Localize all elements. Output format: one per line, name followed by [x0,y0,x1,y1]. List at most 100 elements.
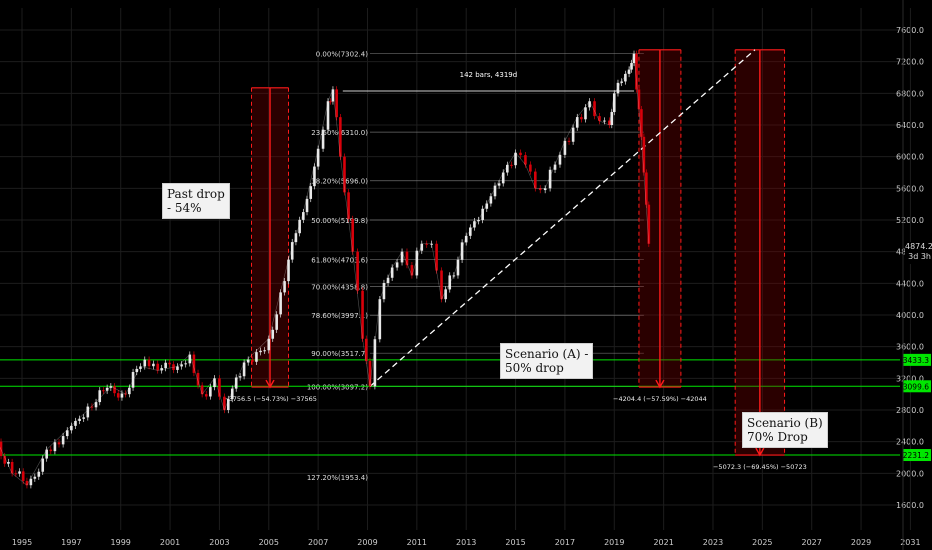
price-candle [98,390,102,403]
price-candle [567,140,571,142]
fib-level-label: 78.60%(3997.1) [311,312,368,320]
price-candle [489,196,493,204]
price-candle [533,171,537,189]
support-level-value: 3433.3 [903,356,929,365]
price-candle [452,275,456,277]
support-level-value: 3099.6 [903,382,929,391]
price-candle [571,127,575,142]
price-candle [21,471,25,481]
price-candle [192,354,196,373]
measure-label: 142 bars, 4319d [460,71,518,79]
price-candle [294,233,298,243]
price-candle [608,120,611,125]
price-candle [10,461,14,474]
price-candle [514,152,517,166]
x-tick-label: 2013 [456,538,476,547]
fib-level-label: 0.00%(7302.4) [316,51,368,59]
price-candle [259,350,262,353]
price-candle [524,155,527,165]
x-tick-label: 2019 [604,538,624,547]
price-candle [168,362,171,365]
price-candle [263,350,266,352]
drop-measure-label: −3756.5 (−54.73%) −37565 [223,395,317,403]
price-candle [632,53,636,63]
price-candle [65,430,69,437]
price-candle [200,385,204,395]
price-candle [105,387,109,391]
price-candle [347,192,350,219]
price-candle [313,166,316,187]
price-candle [283,281,286,293]
price-candle [435,243,438,271]
price-candle [298,219,301,234]
price-candle [196,372,200,386]
scenario-b-line-2: 70% Drop [747,430,808,444]
scenario-b-line-1: Scenario (B) [747,416,823,430]
price-candle [41,458,45,472]
trend-line [369,49,756,387]
x-tick-label: 2029 [851,538,871,547]
price-candle [49,449,53,452]
price-candle [382,283,386,300]
price-candle [575,117,579,128]
price-candle [18,471,21,474]
price-candle [74,420,77,426]
price-candle [251,359,254,362]
price-candle [343,156,346,193]
price-candle [156,363,160,371]
price-candle [94,402,98,408]
price-candle [390,267,394,278]
price-candle [116,393,120,398]
price-candle [147,359,151,367]
x-tick-label: 1997 [61,538,81,547]
price-candle [456,259,460,276]
price-candle [61,436,65,445]
price-candle [316,148,320,167]
scenario-a-line-2: 50% drop [505,361,564,375]
price-candle [109,386,113,388]
price-candle [584,107,587,120]
price-candle [386,277,390,284]
price-candle [464,235,468,243]
price-candle [275,314,278,330]
x-tick-label: 2021 [653,538,673,547]
price-candle [227,399,230,410]
price-candle [395,262,399,268]
price-candle [448,275,452,290]
price-candle [425,243,429,245]
price-candle [519,152,522,156]
price-candle [529,164,532,172]
price-candle [152,363,155,367]
price-candle [329,101,332,103]
price-candle [290,242,294,260]
x-tick-label: 2031 [900,538,920,547]
price-candle [598,116,601,122]
price-candle [255,352,258,362]
price-candle [82,417,85,419]
price-candle [610,112,614,125]
price-candle [184,363,187,365]
x-tick-label: 2003 [209,538,229,547]
price-candle [400,251,404,263]
price-candle [102,390,105,392]
price-candle [405,251,409,266]
price-candle [267,338,271,351]
price-candle [364,338,368,361]
support-level-value: 2231.2 [903,451,929,460]
price-candle [279,292,282,315]
price-candle [558,154,562,165]
price-candle [204,394,208,397]
price-candle [356,251,359,291]
price-candle [501,172,505,184]
price-candle [213,378,216,388]
support-level-tag [903,380,931,393]
support-level-tag [903,449,931,462]
price-candle [481,208,484,220]
price-candle [0,441,3,457]
price-candle [238,376,242,378]
price-candle [588,101,591,108]
price-candle [135,368,139,373]
drop-measure-label: −5072.3 (−69.45%) −50723 [713,463,807,471]
price-line [0,53,650,486]
price-candle [242,362,246,377]
